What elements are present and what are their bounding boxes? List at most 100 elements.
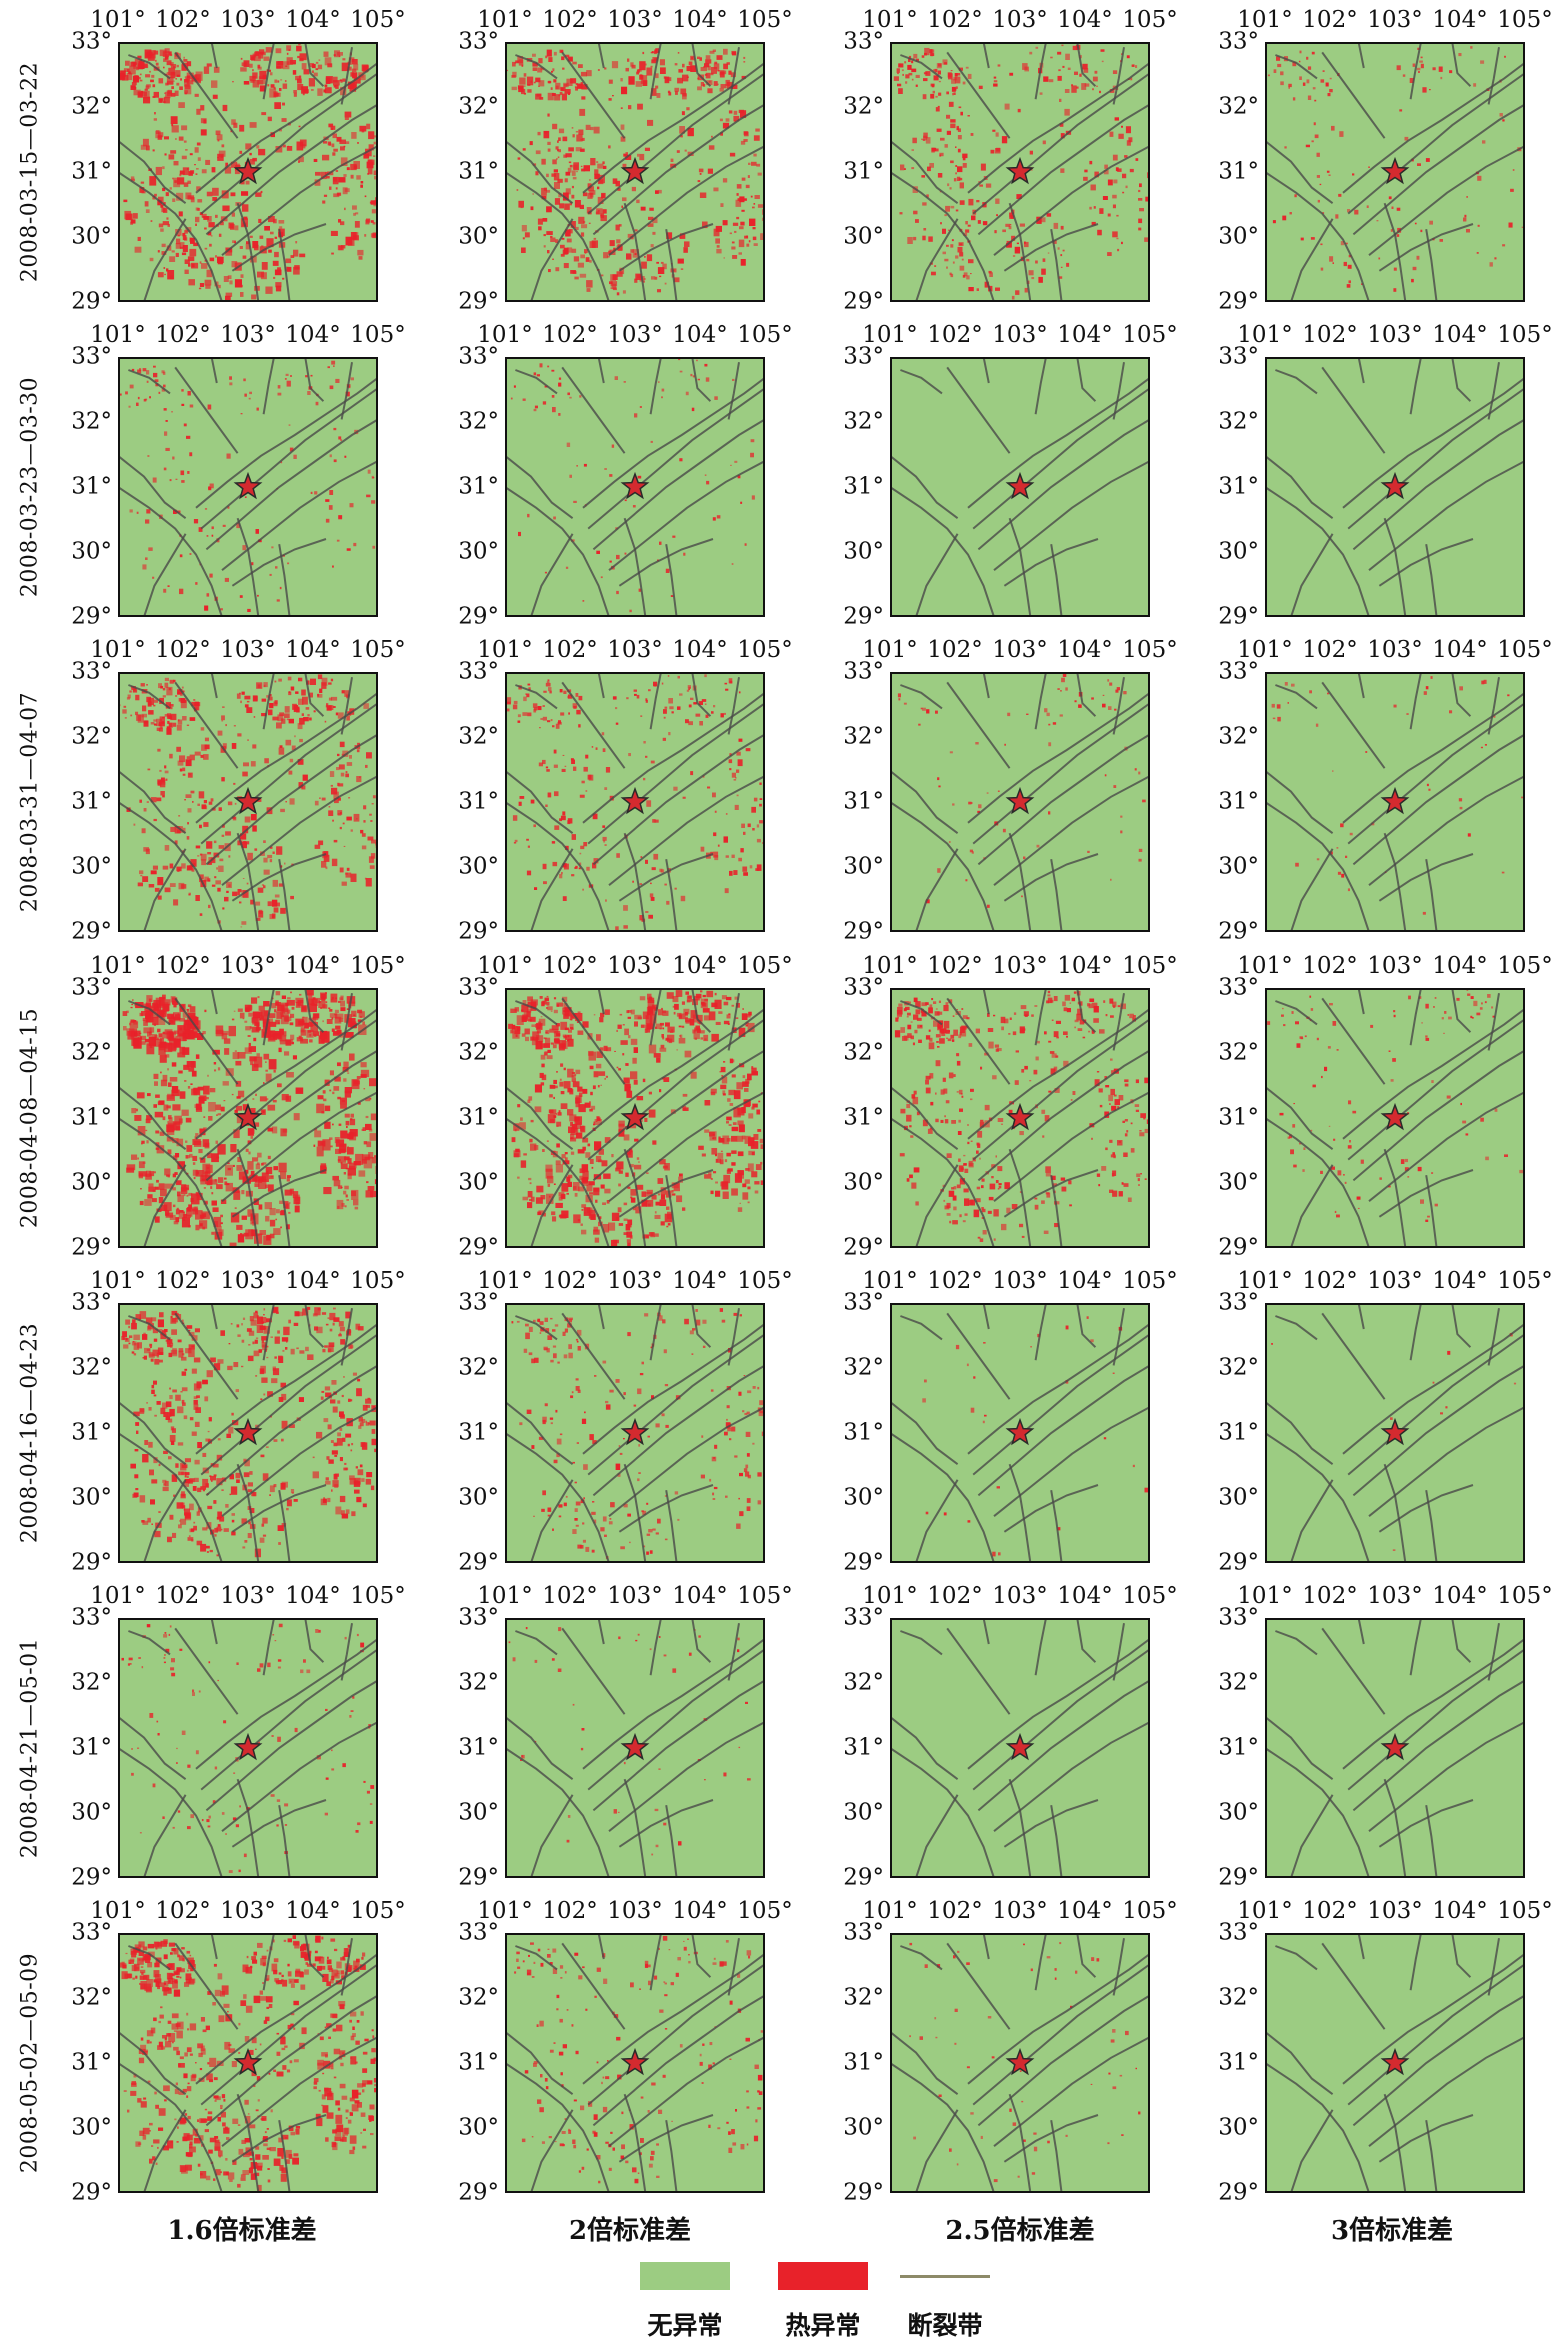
fault-line: [1409, 357, 1422, 415]
fault-line: [530, 848, 574, 932]
fault-line: [1008, 2093, 1032, 2193]
lat-tick-label: 33°: [71, 1604, 112, 1631]
lat-tick-label: 31°: [458, 788, 499, 815]
fault-line: [340, 1938, 353, 1996]
fault-line: [1383, 1463, 1407, 1563]
fault-line: [1076, 1303, 1097, 1348]
fault-line: [1342, 1637, 1525, 1770]
fault-line: [195, 61, 378, 194]
lat-tick-label: 29°: [71, 288, 112, 315]
map-canvas: [1265, 42, 1525, 302]
lat-tick-label: 30°: [843, 2114, 884, 2141]
fault-line: [1265, 770, 1334, 834]
fault-line: [946, 366, 1011, 454]
map-panel: 101° 102° 103° 104° 105° 33° 32° 31° 30° 29°: [71, 324, 405, 629]
fault-line: [210, 1618, 218, 1645]
fault-line: [967, 691, 1150, 824]
fault-line: [143, 1479, 187, 1563]
lat-tick-label: 29°: [458, 2179, 499, 2206]
fault-line: [1034, 357, 1047, 415]
fault-line: [195, 1007, 378, 1140]
fault-line: [304, 1303, 325, 1348]
lon-tick-label: 102°: [155, 1898, 211, 1924]
lon-tick-label: 102°: [927, 1898, 983, 1924]
lat-tick-label: 30°: [458, 2114, 499, 2141]
fault-line: [1352, 1994, 1525, 2127]
map-canvas: [890, 1618, 1150, 1878]
fault-line: [1425, 229, 1438, 302]
lon-tick-label: 102°: [155, 1583, 211, 1609]
fault-line: [505, 171, 610, 302]
fault-line: [727, 677, 740, 735]
lon-tick-label: 101°: [477, 953, 533, 979]
lat-tick-label: 29°: [843, 918, 884, 945]
lat-tick-label: 29°: [71, 1549, 112, 1576]
fault-line: [890, 455, 959, 519]
fault-line: [143, 848, 187, 932]
map-frame: [505, 1618, 765, 1878]
fault-line: [262, 672, 275, 730]
epicenter-star-icon: [233, 156, 263, 185]
lon-tick-label: 105°: [1497, 7, 1553, 33]
lat-tick-label: 30°: [843, 1169, 884, 1196]
lon-tick-label: 103°: [220, 7, 276, 33]
fault-line: [1357, 672, 1365, 699]
fault-line: [623, 2093, 647, 2193]
fault-line: [118, 801, 223, 932]
lon-tick-label: 102°: [155, 953, 211, 979]
lon-tick-label: 101°: [862, 322, 918, 348]
lon-tick-label: 105°: [1497, 322, 1553, 348]
lat-tick-label: 31°: [843, 2049, 884, 2076]
fault-line: [1342, 376, 1525, 509]
fault-line: [1265, 140, 1334, 204]
lon-tick-label: 101°: [90, 1898, 146, 1924]
fault-line: [1003, 2114, 1099, 2163]
fault-line: [597, 1933, 605, 1960]
lon-tick-label: 102°: [542, 1583, 598, 1609]
lon-tick-label: 105°: [1497, 1268, 1553, 1294]
fault-line: [1321, 366, 1386, 454]
lat-tick-label: 32°: [71, 93, 112, 120]
fault-line: [561, 51, 626, 139]
fault-line: [1275, 684, 1318, 710]
fault-line: [530, 1794, 574, 1878]
lon-tick-label: 104°: [672, 953, 728, 979]
epicenter-star-icon: [233, 786, 263, 815]
lon-tick-label: 102°: [1302, 7, 1358, 33]
fault-line: [118, 1401, 187, 1465]
fault-line: [691, 1303, 712, 1348]
fault-line: [1265, 2031, 1334, 2095]
fault-line: [1050, 1490, 1063, 1563]
fault-line: [118, 455, 187, 519]
fault-line: [174, 681, 239, 769]
fault-line: [977, 733, 1150, 866]
fault-line: [1352, 1364, 1525, 1497]
fault-line: [1275, 1630, 1318, 1656]
fault-line: [623, 1463, 647, 1563]
fault-line: [972, 387, 1150, 530]
lat-tick-label: 32°: [843, 1984, 884, 2011]
lon-tick-label: 102°: [1302, 953, 1358, 979]
fault-line: [977, 1049, 1150, 1182]
fault-line: [304, 672, 325, 717]
lon-tick-label: 103°: [607, 1898, 663, 1924]
thermal-anomaly-pixels: [508, 990, 765, 1248]
lon-tick-label: 105°: [1122, 322, 1178, 348]
lon-tick-label: 102°: [927, 1583, 983, 1609]
fault-line: [587, 1018, 765, 1161]
fault-line: [195, 691, 378, 824]
fault-line: [1425, 859, 1438, 932]
map-panel: 101° 102° 103° 104° 105° 33° 32° 31° 30° 29°: [843, 9, 1177, 314]
fault-line: [1347, 1333, 1525, 1476]
fault-line: [691, 1618, 712, 1663]
epicenter-star-icon: [1005, 1102, 1035, 1131]
fault-line: [1357, 988, 1365, 1015]
fault-line: [200, 1963, 378, 2106]
lat-tick-label: 33°: [843, 1919, 884, 1946]
fault-line: [592, 103, 765, 236]
lon-tick-label: 105°: [1497, 637, 1553, 663]
fault-line: [900, 1315, 943, 1341]
map-frame: [1265, 988, 1525, 1248]
epicenter-star-icon: [1380, 471, 1410, 500]
fault-line: [1383, 832, 1407, 932]
